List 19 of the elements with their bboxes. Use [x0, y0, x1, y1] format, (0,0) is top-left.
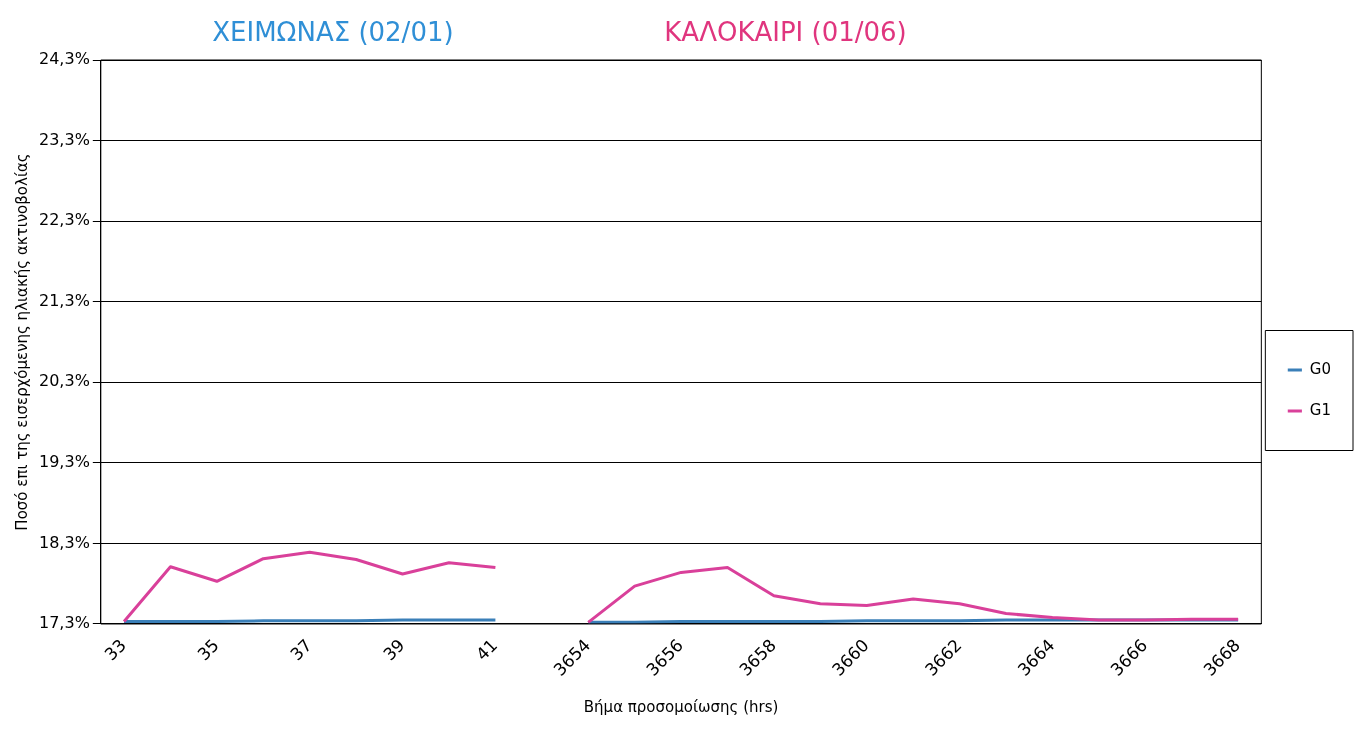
legend-label: G0 [1309, 359, 1331, 378]
x-tick-label: 33 [100, 635, 130, 665]
y-tick-label: 22,3% [39, 210, 90, 230]
y-tick-label: 19,3% [39, 452, 90, 471]
y-tick-label: 17,3% [39, 613, 90, 633]
y-tick-label: 23,3% [39, 129, 90, 149]
x-tick-label: 41 [471, 635, 502, 665]
x-tick-label: 37 [286, 635, 316, 665]
y-tick-label: 20,3% [39, 371, 90, 391]
x-axis-title: Βήμα προσομοίωσης (hrs) [583, 697, 779, 716]
legend-label: G1 [1309, 400, 1331, 419]
y-tick-label: 24,3% [39, 49, 90, 69]
y-tick-label: 18,3% [39, 532, 90, 552]
y-tick-label: 21,3% [39, 290, 90, 310]
text: ΧΕΙΜΩΝΑΣ (02/01) [212, 16, 454, 47]
x-tick-label: 39 [379, 635, 409, 665]
y-axis-title: Ποσό επι της εισερχόμενης ηλιακής ακτινοβολίας [12, 153, 31, 531]
text: ΚΑΛΟΚΑΙΡΙ (01/06) [664, 16, 907, 47]
x-tick-label: 35 [193, 635, 223, 665]
